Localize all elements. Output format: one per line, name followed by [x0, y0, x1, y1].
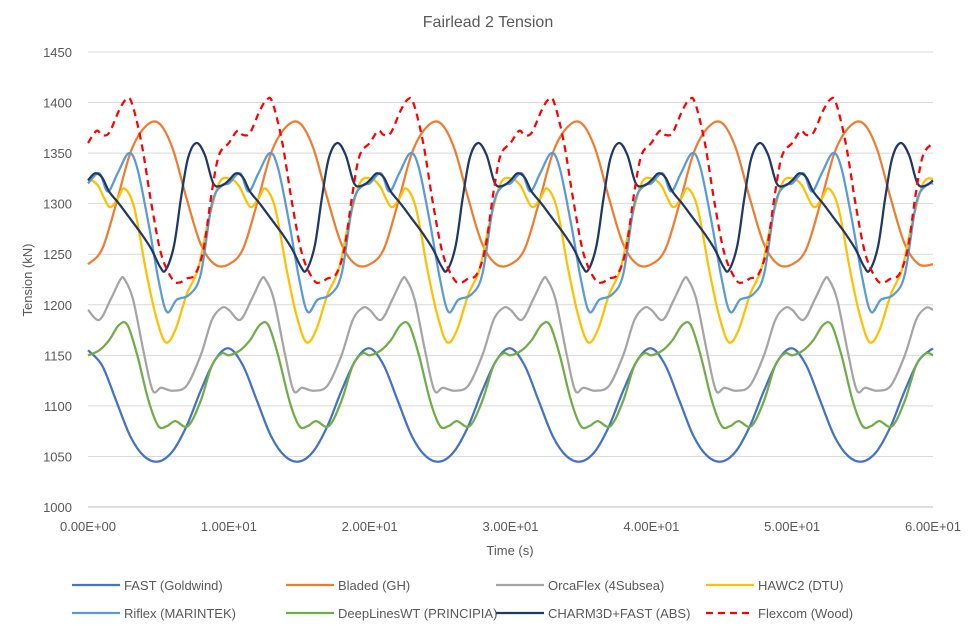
series-line-6: [87, 320, 934, 430]
y-tick-label: 1300: [43, 197, 72, 212]
legend-label: CHARM3D+FAST (ABS): [548, 606, 690, 621]
x-tick-label: 6.00E+01: [905, 519, 961, 534]
legend-label: Riflex (MARINTEK): [124, 606, 236, 621]
series-line-7: [87, 141, 934, 273]
x-tick-label: 3.00E+01: [482, 519, 538, 534]
x-tick-label: 0.00E+00: [60, 519, 116, 534]
chart-title: Fairlead 2 Tension: [423, 14, 553, 31]
x-axis-label: Time (s): [486, 543, 533, 558]
gridlines: [88, 51, 933, 457]
y-tick-label: 1100: [44, 399, 72, 414]
series-line-8: [87, 96, 934, 285]
y-tick-label: 1000: [43, 500, 72, 515]
x-tick-label: 5.00E+01: [764, 519, 820, 534]
series-line-2: [87, 120, 934, 268]
y-tick-label: 1050: [43, 449, 72, 464]
y-axis: 1000 1050 1100 1150 1200 1250 1300 1350 1400 1450: [43, 45, 72, 515]
x-tick-label: 1.00E+01: [201, 519, 257, 534]
x-tick-label: 2.00E+01: [342, 519, 398, 534]
legend-label: Flexcom (Wood): [758, 606, 853, 621]
series-line-3: [87, 275, 934, 394]
y-axis-label: Tension (kN): [20, 244, 35, 317]
y-tick-label: 1250: [43, 247, 72, 262]
y-tick-label: 1400: [43, 96, 72, 111]
y-tick-label: 1350: [43, 146, 72, 161]
series-lines: [87, 96, 934, 463]
y-tick-label: 1150: [44, 348, 72, 363]
series-line-1: [87, 347, 934, 463]
series-line-4: [87, 176, 934, 344]
legend: FAST (Goldwind) Bladed (GH) OrcaFlex (4Sub…: [72, 578, 853, 621]
legend-label: FAST (Goldwind): [124, 578, 223, 593]
legend-label: DeepLinesWT (PRINCIPIA): [338, 606, 497, 621]
y-tick-label: 1200: [43, 298, 72, 313]
x-tick-label: 4.00E+01: [623, 519, 679, 534]
series-line-5: [87, 151, 934, 314]
legend-label: Bladed (GH): [338, 578, 410, 593]
y-tick-label: 1450: [43, 45, 72, 60]
legend-label: OrcaFlex (4Subsea): [548, 578, 664, 593]
x-axis: 0.00E+00 1.00E+01 2.00E+01 3.00E+01 4.00E+01…: [60, 519, 961, 534]
legend-label: HAWC2 (DTU): [758, 578, 843, 593]
